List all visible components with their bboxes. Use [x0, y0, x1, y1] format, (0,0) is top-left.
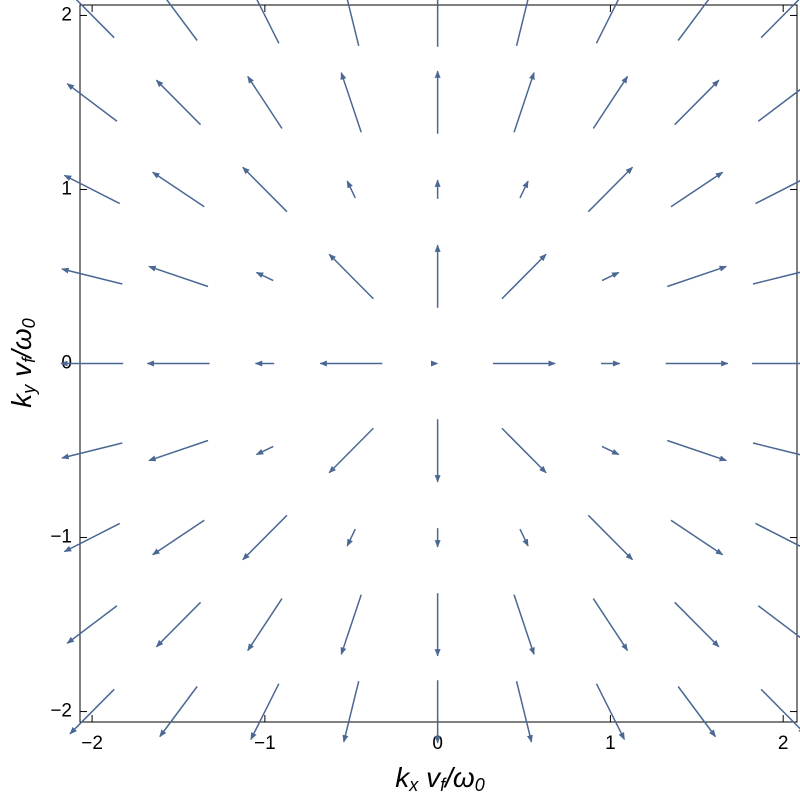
vector-arrow — [242, 514, 288, 561]
vector-arrow — [346, 0, 360, 47]
vector-arrow — [61, 442, 123, 460]
vector-arrow — [757, 88, 800, 122]
vector-arrow — [63, 522, 121, 553]
vector-arrow — [595, 0, 619, 44]
vector-arrow — [513, 71, 535, 133]
vector-arrow — [63, 174, 121, 205]
x-tick-label: −1 — [254, 733, 276, 754]
y-tick-label: −1 — [50, 527, 72, 548]
vector-arrow — [513, 594, 535, 656]
vector-arrow — [340, 594, 362, 656]
y-tick-label: 1 — [61, 178, 72, 199]
vector-arrow — [501, 253, 547, 300]
vector-arrow — [255, 271, 274, 282]
vector-arrow — [346, 180, 356, 199]
x-tick-label: 2 — [778, 733, 789, 754]
vector-arrow — [757, 605, 800, 639]
vector-arrow — [595, 683, 626, 741]
x-tick-label: 1 — [605, 733, 616, 754]
vector-arrow — [247, 75, 283, 129]
vector-arrow — [66, 605, 118, 644]
vector-arrow — [670, 519, 724, 556]
vector-arrow — [667, 265, 728, 288]
vector-arrow — [667, 439, 728, 462]
y-tick-label: 2 — [61, 4, 72, 25]
vector-arrow — [601, 271, 620, 282]
vector-arrow — [501, 427, 547, 474]
vector-arrow — [69, 0, 115, 39]
vector-arrow — [256, 0, 280, 44]
vector-arrow — [677, 0, 710, 41]
vector-arrow — [592, 75, 629, 129]
vector-arrow — [247, 598, 283, 652]
vector-arrow — [592, 598, 629, 652]
vector-arrow — [328, 427, 374, 474]
vector-arrow — [601, 445, 620, 456]
vector-arrow — [328, 253, 374, 300]
vector-arrow — [670, 171, 724, 208]
vector-arrow — [752, 271, 800, 285]
vector-arrow — [155, 601, 202, 648]
vector-arrow — [674, 79, 720, 126]
x-axis-label: kx vf/ω0 — [395, 762, 484, 794]
x-tick-label: −2 — [81, 733, 103, 754]
vector-arrow — [677, 686, 717, 738]
vector-arrow — [148, 439, 209, 462]
vector-arrow — [242, 166, 288, 213]
vector-arrow — [752, 442, 800, 456]
y-tick-label: −2 — [50, 701, 72, 722]
vector-arrow — [66, 83, 118, 122]
vector-arrow — [587, 514, 634, 561]
vector-arrow — [755, 180, 800, 205]
vector-arrow — [148, 265, 209, 288]
vector-arrow — [255, 445, 274, 456]
vector-arrow — [61, 267, 123, 285]
vector-arrow — [250, 683, 280, 741]
vector-arrow — [760, 688, 800, 735]
vector-arrow — [755, 522, 800, 547]
vector-arrow — [342, 680, 360, 743]
vector-arrow — [159, 686, 198, 738]
vector-arrow — [152, 171, 205, 208]
vector-arrow — [674, 601, 720, 648]
vector-arrow — [760, 0, 800, 39]
vector-arrow — [519, 528, 529, 547]
vector-arrow — [166, 0, 198, 41]
vector-arrow — [515, 0, 529, 47]
vector-arrow — [587, 166, 634, 213]
y-axis-label: ky vf/ω0 — [6, 318, 38, 407]
vector-arrow — [69, 688, 115, 735]
vector-arrow — [519, 180, 529, 199]
vector-arrow — [152, 519, 205, 556]
vector-arrow — [340, 71, 362, 133]
vector-arrow — [515, 680, 533, 743]
vector-arrow — [346, 528, 356, 547]
vector-arrow — [155, 79, 202, 126]
